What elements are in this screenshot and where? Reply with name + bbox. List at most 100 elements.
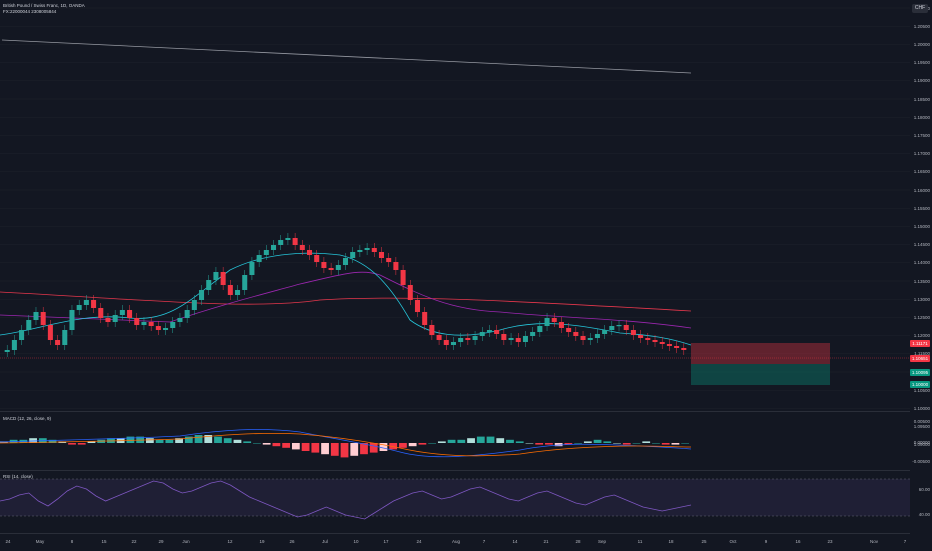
candle[interactable] xyxy=(321,257,327,273)
candle[interactable] xyxy=(285,233,291,245)
candle[interactable] xyxy=(378,247,385,263)
candle[interactable] xyxy=(292,233,298,250)
candle[interactable] xyxy=(566,323,572,337)
candle[interactable] xyxy=(256,250,262,267)
candle[interactable] xyxy=(335,260,341,275)
candle[interactable] xyxy=(112,310,118,327)
candlesticks[interactable] xyxy=(4,233,687,357)
symbol-title[interactable]: British Pound / Swiss Franc, 1D, OANDA xyxy=(3,3,85,8)
candle[interactable] xyxy=(580,331,586,345)
symbol-legend[interactable]: British Pound / Swiss Franc, 1D, OANDA F… xyxy=(3,3,85,15)
candle[interactable] xyxy=(170,317,176,333)
candle[interactable] xyxy=(141,317,147,330)
candle[interactable] xyxy=(242,270,248,295)
candle[interactable] xyxy=(350,247,356,263)
candle[interactable] xyxy=(271,240,277,255)
currency-button[interactable]: CHF xyxy=(912,4,928,13)
candle[interactable] xyxy=(40,307,46,330)
price-axis[interactable]: 1.210001.205001.200001.195001.190001.185… xyxy=(910,0,932,448)
candle[interactable] xyxy=(465,333,471,345)
candle[interactable] xyxy=(501,329,507,345)
candle[interactable] xyxy=(602,325,608,339)
trend-line[interactable] xyxy=(1,39,692,74)
candle[interactable] xyxy=(119,305,125,320)
candle[interactable] xyxy=(91,295,97,313)
time-axis[interactable]: 24 May 8 15 22 29 Jun 12 19 26 Jul 10 17 24 Aug 7 14 21 28… xyxy=(0,533,910,551)
candle[interactable] xyxy=(83,295,89,310)
candle[interactable] xyxy=(127,305,133,323)
candle[interactable] xyxy=(659,337,665,349)
candle[interactable] xyxy=(508,333,514,345)
candle[interactable] xyxy=(191,295,197,315)
candle[interactable] xyxy=(76,300,82,315)
candle[interactable] xyxy=(458,333,464,347)
candle[interactable] xyxy=(227,280,233,300)
candle[interactable] xyxy=(55,335,61,350)
rsi-canvas[interactable] xyxy=(0,471,910,533)
short-position-risk-zone[interactable] xyxy=(691,343,830,364)
candle[interactable] xyxy=(515,333,521,347)
candle[interactable] xyxy=(177,313,183,327)
candle[interactable] xyxy=(278,235,284,250)
candle[interactable] xyxy=(98,303,104,323)
candle[interactable] xyxy=(206,275,212,295)
price-chart-pane[interactable]: British Pound / Swiss Franc, 1D, OANDA F… xyxy=(0,0,910,410)
candle[interactable] xyxy=(537,321,543,337)
candle[interactable] xyxy=(681,343,687,355)
candle[interactable] xyxy=(436,330,442,345)
candle[interactable] xyxy=(184,305,190,323)
rsi-pane[interactable]: RSI (14, close) xyxy=(0,470,910,533)
candle[interactable] xyxy=(638,330,644,343)
candle[interactable] xyxy=(213,267,219,285)
candle[interactable] xyxy=(4,345,10,357)
macd-canvas[interactable] xyxy=(0,412,910,470)
candle[interactable] xyxy=(422,307,428,330)
candle[interactable] xyxy=(314,250,320,267)
candle[interactable] xyxy=(573,327,579,341)
candle[interactable] xyxy=(11,335,17,355)
rsi-axis[interactable]: 60.00 40.00 xyxy=(910,470,932,532)
candle[interactable] xyxy=(544,313,550,331)
macd-legend[interactable]: MACD (12, 26, close, 9) xyxy=(3,416,52,421)
candle[interactable] xyxy=(33,307,39,325)
candle[interactable] xyxy=(342,253,349,270)
candle[interactable] xyxy=(26,315,32,335)
candle[interactable] xyxy=(609,321,615,335)
candle[interactable] xyxy=(299,240,305,255)
candle[interactable] xyxy=(443,335,449,350)
candle[interactable] xyxy=(450,337,456,350)
candle[interactable] xyxy=(587,333,593,345)
candle[interactable] xyxy=(594,329,600,343)
candle[interactable] xyxy=(364,243,370,255)
candle[interactable] xyxy=(616,320,622,332)
candle[interactable] xyxy=(558,317,564,333)
candle[interactable] xyxy=(486,325,492,337)
candle[interactable] xyxy=(163,323,169,335)
candle[interactable] xyxy=(235,285,241,300)
candle[interactable] xyxy=(645,333,651,345)
candle[interactable] xyxy=(134,313,140,330)
candle[interactable] xyxy=(357,245,363,257)
candle[interactable] xyxy=(19,325,25,345)
macd-pane[interactable]: MACD (12, 26, close, 9) xyxy=(0,411,910,470)
candle[interactable] xyxy=(371,243,377,257)
candle[interactable] xyxy=(630,325,636,340)
candle[interactable] xyxy=(530,327,536,341)
candle[interactable] xyxy=(263,245,269,260)
candle[interactable] xyxy=(652,335,658,347)
price-chart-canvas[interactable] xyxy=(0,0,910,410)
candle[interactable] xyxy=(623,320,629,335)
candle[interactable] xyxy=(306,245,313,260)
candle[interactable] xyxy=(105,313,111,327)
candle[interactable] xyxy=(148,317,154,331)
candle[interactable] xyxy=(199,285,205,305)
candle[interactable] xyxy=(407,280,413,305)
short-position-reward-zone[interactable] xyxy=(691,364,830,385)
candle[interactable] xyxy=(414,295,420,317)
candle[interactable] xyxy=(494,325,500,339)
rsi-legend[interactable]: RSI (14, close) xyxy=(3,474,33,479)
candle[interactable] xyxy=(47,320,53,345)
candle[interactable] xyxy=(400,265,406,290)
candle[interactable] xyxy=(328,263,334,275)
candle[interactable] xyxy=(674,341,680,353)
